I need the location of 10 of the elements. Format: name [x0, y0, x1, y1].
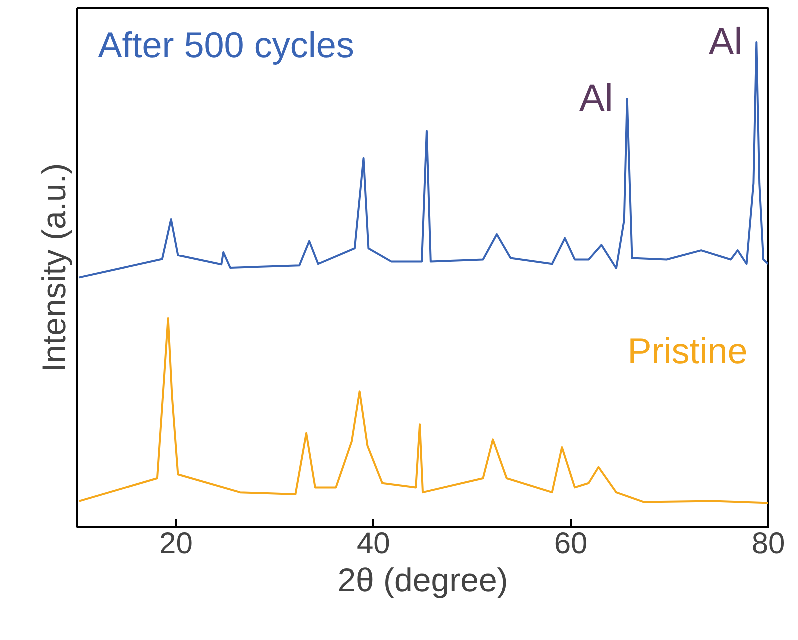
annotation: Al: [580, 78, 614, 120]
x-tick-label: 80: [752, 528, 786, 560]
y-axis-title: Intensity (a.u.): [36, 163, 72, 373]
x-tick-label: 60: [554, 528, 588, 560]
x-tick-label: 40: [356, 528, 390, 560]
text: Pristine: [628, 330, 748, 372]
x-axis-title: 2θ (degree): [338, 562, 508, 598]
annotation: Al: [708, 21, 743, 64]
text: After 500 cycles: [98, 24, 354, 66]
x-tick-label: 20: [160, 528, 193, 560]
